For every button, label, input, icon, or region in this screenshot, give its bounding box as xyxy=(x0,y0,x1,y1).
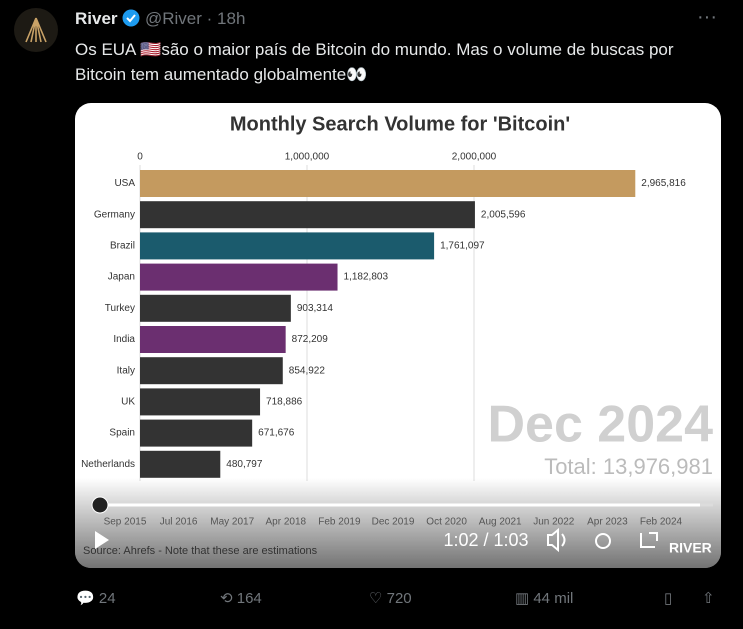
bookmark-button[interactable]: ▯ xyxy=(664,590,673,607)
x-tick-label: 2,000,000 xyxy=(452,152,497,163)
view-count: 44 mil xyxy=(533,590,574,607)
timeline-label: Jul 2016 xyxy=(160,517,198,528)
bar xyxy=(140,170,636,197)
play-button[interactable] xyxy=(95,531,109,549)
tweet-header: River @River · 18h xyxy=(75,9,245,29)
category-label: Spain xyxy=(109,428,135,439)
timeline-label: Apr 2018 xyxy=(266,517,307,528)
bar xyxy=(140,294,291,322)
source: Source: Ahrefs - Note that these are est… xyxy=(83,545,318,557)
category-label: Italy xyxy=(117,365,135,376)
controls-overlay xyxy=(75,478,721,568)
timeline-label: Jun 2022 xyxy=(533,517,575,528)
timeline-label: Apr 2023 xyxy=(587,517,628,528)
bar xyxy=(140,419,253,447)
more-button[interactable]: ··· xyxy=(697,6,717,28)
chart: Monthly Search Volume for 'Bitcoin' 0 1,0… xyxy=(75,113,721,568)
value-label: 1,182,803 xyxy=(344,272,389,283)
bar xyxy=(140,201,475,229)
timeline-label: Oct 2020 xyxy=(426,517,467,528)
settings-button[interactable] xyxy=(595,533,611,549)
bar xyxy=(140,232,435,260)
total-label: Total: 13,976,981 xyxy=(544,454,713,479)
video[interactable]: Monthly Search Volume for 'Bitcoin' 0 1,0… xyxy=(75,103,721,568)
value-label: 671,676 xyxy=(258,428,295,439)
volume-button[interactable] xyxy=(547,527,566,553)
fullscreen-button[interactable] xyxy=(640,532,658,548)
progress-knob[interactable] xyxy=(91,496,109,514)
like-button[interactable]: ♡ 720 xyxy=(369,590,412,607)
bar xyxy=(140,326,286,353)
timeline-label: Feb 2024 xyxy=(640,517,683,528)
timeline-label: Dec 2019 xyxy=(372,517,415,528)
verified-badge xyxy=(122,9,140,27)
value-label: 872,209 xyxy=(292,334,329,345)
category-label: Brazil xyxy=(110,241,135,252)
category-label: UK xyxy=(121,397,135,408)
like-count: 720 xyxy=(386,590,412,607)
handle[interactable]: @River xyxy=(145,9,202,28)
value-label: 903,314 xyxy=(297,303,334,314)
x-tick-label: 1,000,000 xyxy=(285,152,330,163)
timeline-label: Sep 2015 xyxy=(104,517,147,528)
bar xyxy=(140,357,283,385)
tweet-text: Os EUA 🇺🇸são o maior país de Bitcoin do … xyxy=(75,40,674,84)
chart-title: Monthly Search Volume for 'Bitcoin' xyxy=(230,113,570,135)
avatar[interactable] xyxy=(14,8,58,52)
category-label: Germany xyxy=(94,209,135,220)
share-button[interactable]: ⇧ xyxy=(702,590,715,607)
author[interactable]: River xyxy=(75,9,118,28)
category-label: India xyxy=(113,334,135,345)
views-button[interactable]: ▥ 44 mil xyxy=(515,590,574,607)
category-label: Netherlands xyxy=(81,459,135,470)
bar xyxy=(140,388,261,416)
player-time: 1:02 / 1:03 xyxy=(443,530,528,550)
reply-button[interactable]: 💬 24 xyxy=(76,590,116,607)
repost-button[interactable]: ⟲ 164 xyxy=(220,590,262,607)
timeline-label: May 2017 xyxy=(210,517,254,528)
category-label: USA xyxy=(114,178,135,189)
bar xyxy=(140,263,338,291)
time[interactable]: · 18h xyxy=(206,9,246,28)
value-label: 718,886 xyxy=(266,397,303,408)
value-label: 1,761,097 xyxy=(440,241,485,252)
timeline-label: Feb 2019 xyxy=(318,517,361,528)
timeline-label: Aug 2021 xyxy=(479,517,522,528)
reply-count: 24 xyxy=(98,590,116,607)
value-label: 480,797 xyxy=(226,459,263,470)
value-label: 2,965,816 xyxy=(641,178,686,189)
category-label: Turkey xyxy=(105,303,135,314)
date-label: Dec 2024 xyxy=(487,396,713,454)
x-tick-label: 0 xyxy=(137,152,143,163)
value-label: 2,005,596 xyxy=(481,209,526,220)
repost-count: 164 xyxy=(236,590,262,607)
brand: RIVER xyxy=(669,540,712,556)
bar xyxy=(140,450,221,478)
value-label: 854,922 xyxy=(289,365,326,376)
category-label: Japan xyxy=(108,272,135,283)
